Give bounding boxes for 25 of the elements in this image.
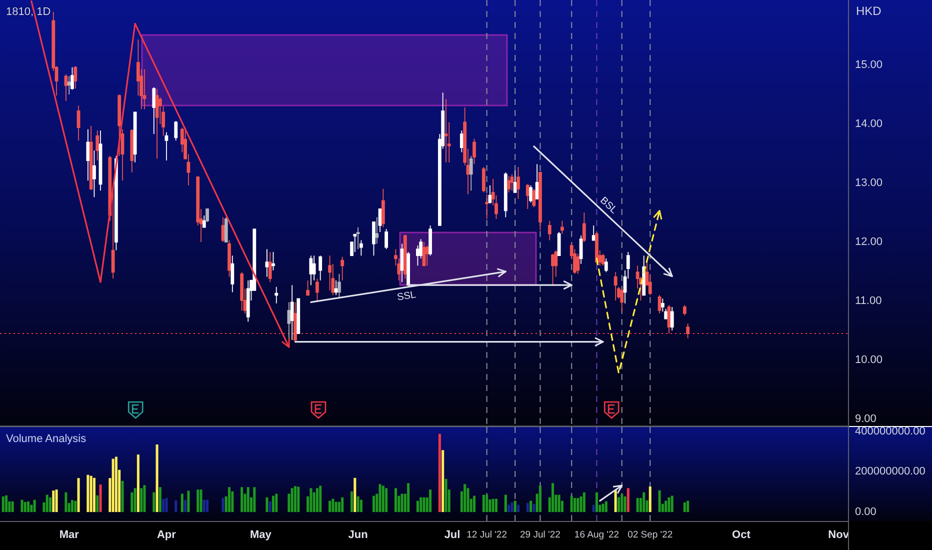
y-tick-label: 14.00 (855, 118, 883, 130)
annotation: SSL (396, 290, 418, 304)
y-tick-label: 400000000.00 (855, 426, 926, 438)
ref-line-label: 12 Jul '22 (466, 530, 507, 541)
x-tick-label: Jun (348, 528, 368, 541)
x-tick-label: Oct (732, 528, 751, 541)
text: Volume Analysis (6, 433, 87, 445)
ref-line-label: 02 Sep '22 (628, 530, 673, 541)
x-tick-label: Jul (444, 528, 460, 541)
y-tick-label: 10.00 (855, 354, 883, 366)
y-tick-label: 11.00 (855, 294, 882, 307)
x-tick-label: Nov (828, 528, 850, 541)
ref-line-label: 16 Aug '22 (574, 530, 620, 541)
y-tick-label: 0.00 (855, 506, 876, 518)
y-axis-title: HKD (856, 4, 882, 18)
y-tick-label: 15.00 (855, 58, 883, 71)
text: 1810, 1D (6, 6, 51, 18)
y-tick-label: 9.00 (855, 413, 876, 426)
x-tick-label: May (250, 528, 272, 541)
y-tick-label: 12.00 (855, 236, 883, 248)
x-tick-label: Apr (156, 528, 177, 541)
ref-line-label: 29 Jul '22 (520, 530, 560, 541)
x-tick-label: Mar (59, 528, 80, 541)
y-tick-label: 13.00 (855, 176, 883, 189)
y-tick-label: 200000000.00 (855, 466, 926, 478)
